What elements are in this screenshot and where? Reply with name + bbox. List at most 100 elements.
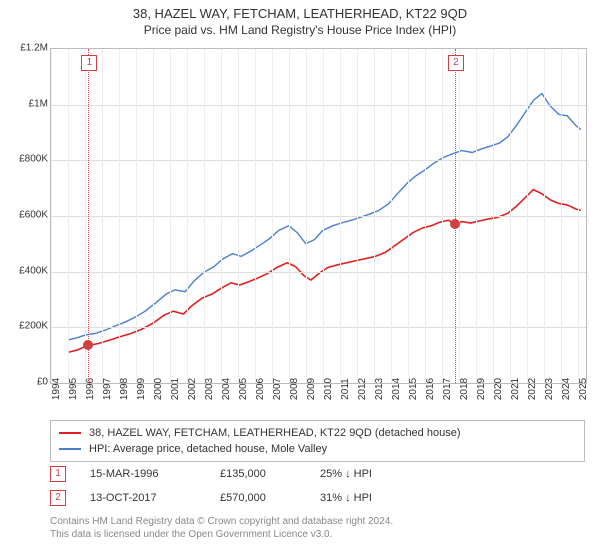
gridline-vertical	[170, 49, 171, 383]
transaction-diff-vs-hpi: 25% ↓ HPI	[320, 468, 420, 480]
y-axis-tick-label: £1M	[29, 98, 48, 109]
x-axis-tick-label: 2006	[255, 378, 266, 400]
x-axis-tick-label: 2011	[340, 378, 351, 400]
x-axis-tick-label: 2018	[459, 378, 470, 400]
gridline-horizontal	[51, 160, 586, 161]
gridline-horizontal	[51, 216, 586, 217]
x-axis-tick-label: 1996	[85, 378, 96, 400]
gridline-vertical	[425, 49, 426, 383]
y-axis-tick-label: £800K	[19, 154, 48, 165]
y-axis-tick-label: £200K	[19, 321, 48, 332]
y-axis-tick-label: £1.2M	[20, 43, 48, 54]
gridline-vertical	[442, 49, 443, 383]
sale-marker-number: 2	[448, 55, 464, 71]
gridline-vertical	[272, 49, 273, 383]
gridline-vertical	[51, 49, 52, 383]
gridline-vertical	[204, 49, 205, 383]
x-axis-tick-label: 1999	[136, 378, 147, 400]
chart-subtitle: Price paid vs. HM Land Registry's House …	[0, 21, 600, 41]
x-axis-tick-label: 2016	[425, 378, 436, 400]
legend-label: 38, HAZEL WAY, FETCHAM, LEATHERHEAD, KT2…	[89, 427, 460, 439]
x-axis-tick-label: 2005	[238, 378, 249, 400]
gridline-vertical	[561, 49, 562, 383]
gridline-vertical	[119, 49, 120, 383]
x-axis-tick-label: 2008	[289, 378, 300, 400]
gridline-vertical	[527, 49, 528, 383]
gridline-horizontal	[51, 327, 586, 328]
legend-row: HPI: Average price, detached house, Mole…	[59, 441, 576, 457]
transaction-marker-number: 2	[50, 490, 66, 506]
gridline-vertical	[136, 49, 137, 383]
transaction-date: 13-OCT-2017	[90, 492, 220, 504]
x-axis-tick-label: 2015	[408, 378, 419, 400]
gridline-vertical	[85, 49, 86, 383]
footer-credits: Contains HM Land Registry data © Crown c…	[50, 515, 585, 541]
price-chart-container: { "title": "38, HAZEL WAY, FETCHAM, LEAT…	[0, 0, 600, 560]
x-axis-tick-label: 2021	[510, 378, 521, 400]
gridline-vertical	[68, 49, 69, 383]
x-axis-tick-label: 2022	[527, 378, 538, 400]
x-axis-tick-label: 1998	[119, 378, 130, 400]
gridline-vertical	[306, 49, 307, 383]
x-axis-tick-label: 2009	[306, 378, 317, 400]
gridline-vertical	[323, 49, 324, 383]
x-axis-tick-label: 2023	[544, 378, 555, 400]
footer-line-2: This data is licensed under the Open Gov…	[50, 528, 585, 541]
transaction-price: £570,000	[220, 492, 320, 504]
x-axis-tick-label: 2014	[391, 378, 402, 400]
legend-swatch	[59, 432, 81, 434]
x-axis-tick-label: 1994	[51, 378, 62, 400]
transactions-table: 115-MAR-1996£135,00025% ↓ HPI 2 13-OCT-201…	[50, 462, 585, 510]
gridline-vertical	[459, 49, 460, 383]
x-axis-tick-label: 2003	[204, 378, 215, 400]
transaction-row: 115-MAR-1996£135,00025% ↓ HPI	[50, 462, 585, 486]
gridline-vertical	[102, 49, 103, 383]
x-axis-tick-label: 2025	[578, 378, 589, 400]
x-axis-tick-label: 2017	[442, 378, 453, 400]
transaction-date: 15-MAR-1996	[90, 468, 220, 480]
x-axis-tick-label: 2020	[493, 378, 504, 400]
gridline-vertical	[391, 49, 392, 383]
legend: 38, HAZEL WAY, FETCHAM, LEATHERHEAD, KT2…	[50, 420, 585, 462]
sale-marker-line	[455, 49, 456, 383]
x-axis-tick-label: 2010	[323, 378, 334, 400]
gridline-vertical	[476, 49, 477, 383]
x-axis-tick-label: 2013	[374, 378, 385, 400]
sale-marker-dot	[450, 219, 460, 229]
gridline-horizontal	[51, 105, 586, 106]
gridline-horizontal	[51, 272, 586, 273]
gridline-vertical	[255, 49, 256, 383]
sale-marker-number: 1	[81, 55, 97, 71]
gridline-vertical	[510, 49, 511, 383]
plot-area: 1994199519961997199819992000200120022003…	[50, 48, 587, 384]
gridline-vertical	[408, 49, 409, 383]
x-axis-tick-label: 2004	[221, 378, 232, 400]
gridline-vertical	[357, 49, 358, 383]
chart-title: 38, HAZEL WAY, FETCHAM, LEATHERHEAD, KT2…	[0, 0, 600, 21]
gridline-vertical	[578, 49, 579, 383]
legend-swatch	[59, 448, 81, 450]
gridline-vertical	[221, 49, 222, 383]
x-axis-tick-label: 2001	[170, 378, 181, 400]
gridline-vertical	[153, 49, 154, 383]
y-axis-tick-label: £400K	[19, 265, 48, 276]
y-axis-tick-label: £0	[37, 377, 48, 388]
gridline-vertical	[374, 49, 375, 383]
legend-label: HPI: Average price, detached house, Mole…	[89, 443, 327, 455]
gridline-vertical	[238, 49, 239, 383]
gridline-vertical	[340, 49, 341, 383]
x-axis-tick-label: 1997	[102, 378, 113, 400]
x-axis-tick-label: 2007	[272, 378, 283, 400]
x-axis-tick-label: 2000	[153, 378, 164, 400]
x-axis-tick-label: 2019	[476, 378, 487, 400]
sale-marker-line	[88, 49, 89, 383]
x-axis-tick-label: 2012	[357, 378, 368, 400]
footer-line-1: Contains HM Land Registry data © Crown c…	[50, 515, 585, 528]
gridline-vertical	[493, 49, 494, 383]
gridline-vertical	[544, 49, 545, 383]
transaction-row: 213-OCT-2017£570,00031% ↓ HPI	[50, 486, 585, 510]
x-axis-tick-label: 2024	[561, 378, 572, 400]
x-axis-tick-label: 2002	[187, 378, 198, 400]
sale-marker-dot	[83, 340, 93, 350]
gridline-vertical	[289, 49, 290, 383]
